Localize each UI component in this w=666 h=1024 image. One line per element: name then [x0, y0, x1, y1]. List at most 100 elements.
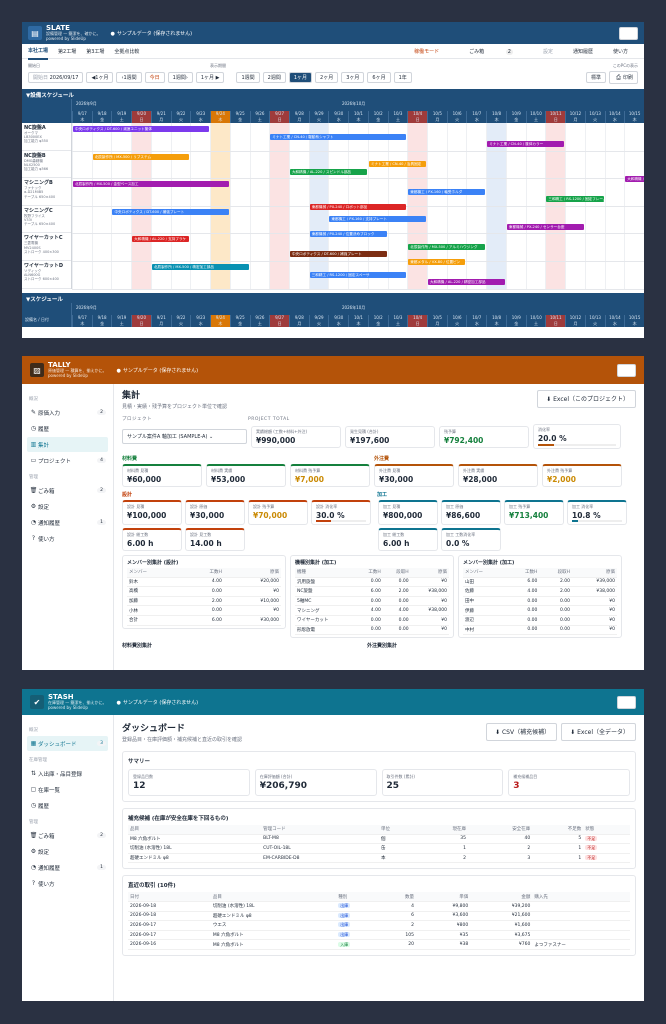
sidebar-item-settings[interactable]: ⚙ 設定 [27, 499, 108, 514]
csv-export-button[interactable]: ⬇ CSV（補充候補） [485, 723, 558, 741]
column-header[interactable]: 金額 [470, 892, 533, 902]
sidebar-item-help[interactable]: ? 使い方 [27, 876, 108, 891]
schedule-bar[interactable]: ミナト工業 / CN-40 / 治具固定 [368, 161, 427, 168]
tab-factory2[interactable]: 第2工場 [58, 48, 77, 55]
schedule-bar[interactable]: 東都機械 / PX-240 / 位置決めブロック [309, 231, 387, 238]
machine-row-label[interactable]: ワイヤーカットD ソディック ALN600G ストローク 600×400 [22, 261, 71, 289]
schedule-bar[interactable]: ミナト工業 / CN-40 / 駆動系シャフト [270, 133, 407, 140]
density-select[interactable]: 標準 [585, 72, 606, 83]
trash-button[interactable]: ごみ箱 2 [459, 48, 523, 55]
machine-row-label[interactable]: NC旋盤A オークマ LB3000EX 加工能力 φ350 [22, 123, 71, 151]
column-header[interactable]: 原価 [571, 568, 617, 578]
schedule-bar[interactable]: 東都機工 / PX-160 / 支持プレート [329, 216, 427, 223]
print-button[interactable]: ⎙ 印刷 [608, 71, 638, 84]
sidebar-item-history[interactable]: ◷ 履歴 [27, 798, 108, 813]
column-header[interactable]: 単位 [378, 825, 417, 835]
schedule-bar[interactable]: 北辰製作所 / MX-500 / アルミハウジング [408, 243, 486, 250]
sidebar-item-dashboard[interactable]: ▦ ダッシュボード 3 [27, 736, 108, 751]
next-month-button[interactable]: 1ヶ月 ▶ [195, 72, 225, 83]
schedule-bar[interactable]: 大和精機 / AL-220 / スピンドル部品 [289, 168, 367, 175]
sidebar-item-settings[interactable]: ⚙ 設定 [27, 844, 108, 859]
sidebar-item-summary[interactable]: ▥ 集計 [27, 437, 108, 452]
range-6m[interactable]: 6ヶ月 [367, 72, 391, 83]
date-input[interactable]: 開始日 2026/09/17 [28, 72, 84, 83]
range-2m[interactable]: 2ヶ月 [315, 72, 339, 83]
next-week-button[interactable]: 1週間› [167, 72, 193, 83]
column-header[interactable]: 数量 [380, 892, 416, 902]
column-header[interactable]: 品目 [128, 825, 262, 835]
column-header[interactable]: 管理コード [261, 825, 379, 835]
machine-row-label[interactable]: マシニングC 牧野フライス V33i テーブル 650×400 [22, 206, 71, 234]
range-1m[interactable]: 1ヶ月 [288, 72, 313, 83]
schedule-bar[interactable]: 東都機械 / PX-240 / センサー台座 [506, 223, 584, 230]
column-header[interactable]: 単価 [415, 892, 471, 902]
sidebar-item-history[interactable]: ◷ 履歴 [27, 421, 108, 436]
schedule-bar[interactable]: 北辰製作所 / MX-500 / 精密加工部品 [151, 264, 249, 270]
excel-project-button[interactable]: ⬇ Excel（このプロジェクト） [537, 390, 636, 408]
schedule-bar[interactable]: 中央ロボティクス / DT-600 / 補強プレート [112, 208, 229, 215]
tab-factory3[interactable]: 第3工場 [86, 48, 105, 55]
sidebar-item-help[interactable]: ? 使い方 [27, 531, 108, 546]
machine-row-label[interactable]: ワイヤーカットC 三菱電機 MV2400S ストローク 400×300 [22, 233, 71, 261]
schedule-bar[interactable]: 三和精工 / RS-1200 / 固定スペーサ [309, 271, 407, 278]
schedule-bar[interactable]: 北辰製作所 / MX-500 / 金型ベース加工 [73, 181, 229, 188]
column-header[interactable]: 原価 [223, 568, 281, 578]
sidebar-item-trash[interactable]: 🗑 ごみ箱 2 [27, 828, 108, 843]
range-2w[interactable]: 2週間 [262, 72, 286, 83]
schedule-bar[interactable]: 東都機工 / PX-160 / 軸受ホルダ [408, 188, 486, 195]
notifications-button[interactable]: 通知履歴 [572, 48, 593, 55]
range-1y[interactable]: 1年 [393, 72, 412, 83]
schedule-bar[interactable]: 大和精機 / AL-220 / 支持ブラケ [132, 236, 190, 243]
column-header[interactable]: 安全在庫 [467, 825, 533, 835]
schedule-bar[interactable]: 中央ロボティクス / DT-600 / 減速ユニット筐体 [73, 126, 210, 132]
schedule-bar[interactable]: 東都メタル / VX-80 / 位置ピン [408, 258, 466, 265]
schedule-bar[interactable]: 三和精工 / RS-1200 / 固定フレーム [546, 196, 604, 203]
column-header[interactable]: メンバー [127, 568, 183, 578]
schedule-bar[interactable]: 東都機械 / PX-240 / ロボット部品 [309, 203, 407, 210]
table-row[interactable]: M8 六角ボルト BLT-M8 個 35 40 5 不足 [128, 834, 630, 845]
column-header[interactable]: 段取H [382, 568, 411, 578]
column-header[interactable]: 工数H [182, 568, 224, 578]
schedule-bar[interactable]: 北辰製作所 / MX-500 / リブステム [92, 153, 190, 160]
tab-honsha[interactable]: 本社工場 [28, 43, 49, 60]
sidebar-item-projects[interactable]: ▭ プロジェクト 4 [27, 453, 108, 468]
table-row[interactable]: 超硬エンドミル φ8 EM-CARBIDE-D8 本 2 3 1 不足 [128, 853, 630, 864]
equipment-schedule-section[interactable]: ▼設備スケジュール [22, 89, 644, 99]
column-header[interactable]: 工数H [355, 568, 383, 578]
today-button[interactable]: 今日 [144, 72, 165, 83]
column-header[interactable]: 原価 [410, 568, 449, 578]
column-header[interactable]: 工数H [506, 568, 540, 578]
sidebar-item-cost-entry[interactable]: ✎ 原価入力 2 [27, 405, 108, 420]
help-button[interactable]: 使い方 [612, 48, 628, 55]
tally-theme-toggle[interactable]: ☾ [617, 363, 636, 377]
column-header[interactable]: 日付 [128, 892, 211, 902]
range-3m[interactable]: 3ヶ月 [341, 72, 365, 83]
column-header[interactable]: 購入先 [532, 892, 630, 902]
machine-row-label[interactable]: NC旋盤B DMG森精機 NLX2500 加工能力 φ366 [22, 151, 71, 179]
machine-row-label[interactable]: マシニングB ファナック α-D21MiB5 テーブル 650×400 [22, 178, 71, 206]
column-header[interactable]: 段取H [539, 568, 572, 578]
column-header[interactable]: 品目 [210, 892, 337, 902]
sidebar-item-notifications[interactable]: ◔ 通知履歴 1 [27, 860, 108, 875]
column-header[interactable]: メンバー [463, 568, 507, 578]
table-row[interactable]: 切削油 (水溶性) 18L CUT-OIL-18L 缶 1 2 1 不足 [128, 843, 630, 854]
prev-week-button[interactable]: ‹1週間 [116, 72, 142, 83]
schedule-bar[interactable]: 大和精機 / AL-220 / 支持 [625, 176, 644, 183]
column-header[interactable]: 現在庫 [416, 825, 468, 835]
range-1w[interactable]: 1週間 [236, 72, 260, 83]
schedule-section[interactable]: ▼スケジュール [22, 293, 644, 303]
column-header[interactable]: 不足数 [532, 825, 584, 835]
run-mode-button[interactable]: 稼働モード [414, 48, 440, 55]
settings-button[interactable]: 設定 [542, 48, 553, 55]
theme-toggle-button[interactable]: ☾ [619, 26, 638, 40]
schedule-bar[interactable]: 大和精機 / AL-220 / 精密加工部品 [428, 279, 505, 285]
tab-compare[interactable]: 全拠点比較 [114, 48, 140, 55]
column-header[interactable]: 機種 [295, 568, 356, 578]
project-select[interactable]: サンプル案件A 軸加工 (SAMPLE-A) ⌄ [122, 429, 247, 444]
column-header[interactable]: 状態 [583, 825, 630, 835]
sidebar-item-stock-list[interactable]: ▢ 在庫一覧 [27, 782, 108, 797]
schedule-bar[interactable]: ミナト工業 / CN-40 / 筐体カラー [487, 141, 565, 147]
excel-export-button[interactable]: ⬇ Excel（全データ） [561, 723, 636, 741]
column-header[interactable]: 種別 [336, 892, 381, 902]
prev-month-button[interactable]: ◀1ヶ月 [86, 72, 114, 83]
